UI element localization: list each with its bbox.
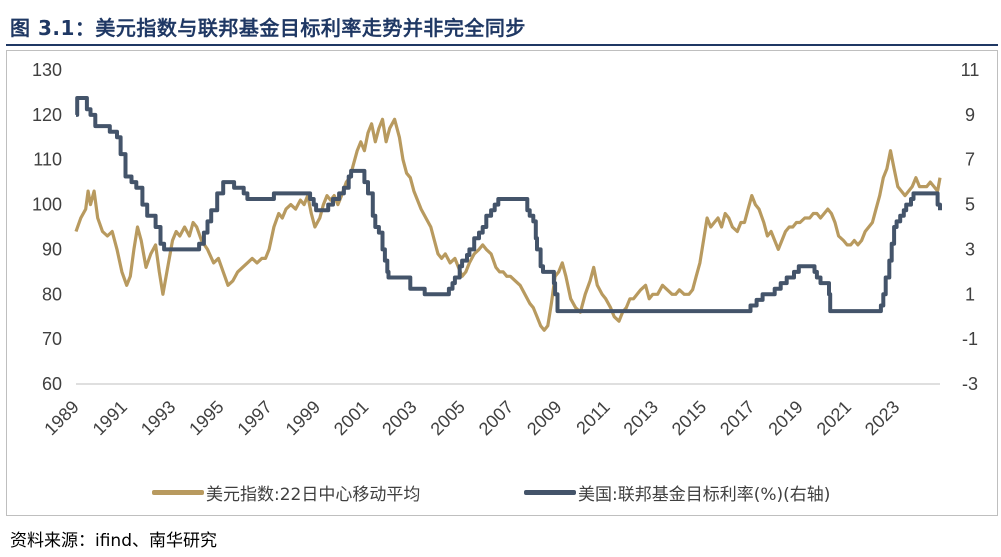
x-tick-label: 2005: [427, 397, 469, 439]
y-left-tick-label: 90: [42, 239, 62, 259]
y-left-tick-label: 100: [32, 195, 62, 215]
legend-item-fed: 美国:联邦基金目标利率(%)(右轴): [524, 480, 830, 505]
x-tick-label: 1989: [40, 397, 82, 439]
y-right-tick-label: 5: [965, 195, 975, 215]
legend-swatch-dxy: [152, 490, 204, 495]
series-line-dxy: [74, 117, 942, 332]
x-tick-label: 2001: [330, 397, 372, 439]
y-left-tick-label: 60: [42, 374, 62, 394]
y-left-tick-label: 110: [33, 150, 62, 170]
y-left-tick-label: 80: [42, 284, 62, 304]
legend: 美元指数:22日中心移动平均 美国:联邦基金目标利率(%)(右轴): [0, 480, 1001, 505]
y-left-tick-label: 70: [42, 329, 62, 349]
figure-title: 图 3.1：美元指数与联邦基金目标利率走势并非完全同步: [10, 16, 526, 40]
x-tick-label: 2007: [475, 397, 517, 439]
x-tick-label: 2017: [716, 397, 758, 439]
x-tick-label: 2009: [523, 397, 565, 439]
legend-label-fed: 美国:联邦基金目标利率(%)(右轴): [578, 485, 831, 505]
legend-label-dxy: 美元指数:22日中心移动平均: [206, 485, 421, 505]
chart-frame: [6, 50, 998, 516]
x-tick-label: 2023: [861, 397, 903, 439]
x-tick-label: 1995: [185, 397, 227, 439]
x-tick-label: 2021: [813, 397, 855, 439]
y-right-tick-label: 1: [965, 284, 975, 304]
x-tick-label: 1997: [233, 397, 275, 439]
y-right-tick-label: 7: [965, 150, 975, 170]
x-tick-label: 2011: [572, 397, 614, 439]
y-left-tick-label: 120: [32, 105, 62, 125]
y-right-tick-label: -1: [962, 329, 978, 349]
y-right-tick-label: -3: [962, 374, 978, 394]
source-note: 资料来源：ifind、南华研究: [10, 531, 217, 551]
legend-swatch-fed: [524, 490, 576, 495]
x-tick-label: 1999: [282, 397, 324, 439]
x-tick-label: 2003: [378, 397, 420, 439]
x-tick-label: 1991: [89, 397, 131, 439]
y-right-tick-label: 9: [965, 105, 975, 125]
series-line-fed: [75, 96, 942, 314]
x-tick-label: 2015: [668, 397, 710, 439]
y-right-tick-label: 11: [961, 60, 980, 80]
y-left-tick-label: 130: [32, 60, 62, 80]
x-tick-label: 2019: [764, 397, 806, 439]
x-tick-label: 2013: [620, 397, 662, 439]
x-tick-label: 1993: [137, 397, 179, 439]
legend-item-dxy: 美元指数:22日中心移动平均: [152, 480, 420, 505]
y-right-tick-label: 3: [965, 239, 975, 259]
title-rule: [6, 44, 998, 46]
